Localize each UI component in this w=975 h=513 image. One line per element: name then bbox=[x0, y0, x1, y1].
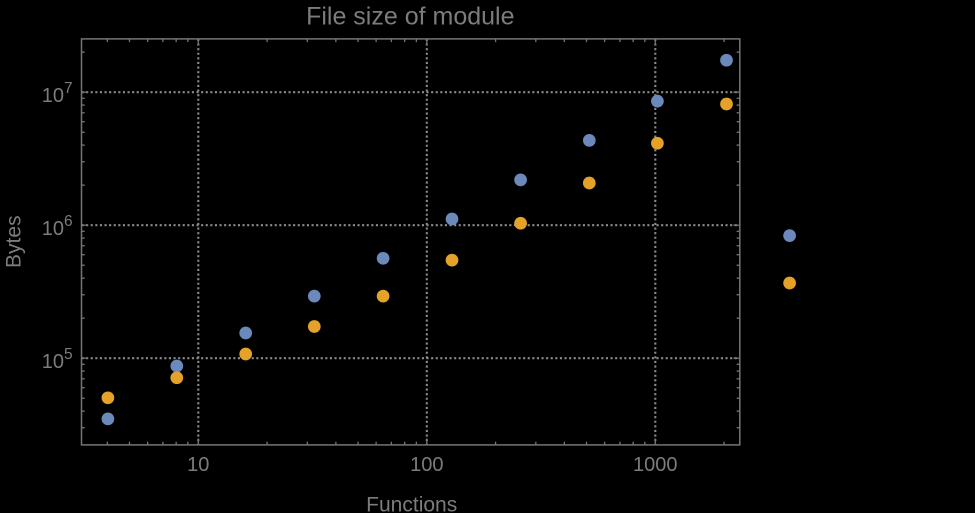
svg-text:Functions: Functions bbox=[366, 493, 457, 513]
svg-text:10: 10 bbox=[187, 454, 209, 476]
svg-text:100: 100 bbox=[410, 454, 443, 476]
svg-text:1000: 1000 bbox=[633, 454, 678, 476]
svg-text:Bytes: Bytes bbox=[2, 215, 25, 268]
svg-text:106: 106 bbox=[42, 213, 73, 240]
svg-text:File size of module: File size of module bbox=[306, 3, 514, 31]
